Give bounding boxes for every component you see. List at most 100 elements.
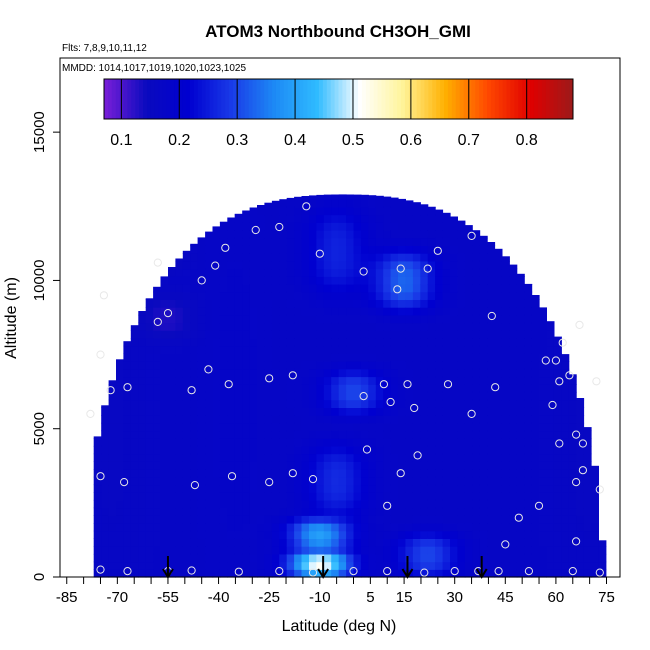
colorbar-cell xyxy=(455,79,461,119)
field-cell xyxy=(435,523,444,532)
field-cell xyxy=(219,492,228,501)
field-cell xyxy=(427,499,436,509)
field-cell xyxy=(264,230,273,239)
field-cell xyxy=(457,245,466,254)
field-cell xyxy=(168,376,176,385)
field-cell xyxy=(257,476,265,486)
field-cell xyxy=(242,322,251,331)
field-cell xyxy=(568,515,577,524)
field-cell xyxy=(464,492,473,501)
field-cell xyxy=(286,199,295,208)
field-cell xyxy=(205,260,214,270)
field-cell xyxy=(457,569,466,578)
field-cell xyxy=(175,523,184,532)
field-cell xyxy=(375,322,384,331)
field-cell xyxy=(509,291,518,300)
field-cell xyxy=(309,407,317,416)
field-cell xyxy=(524,345,533,354)
field-cell xyxy=(242,307,251,316)
field-cell xyxy=(516,507,525,516)
field-cell xyxy=(487,314,496,324)
sample-point xyxy=(555,377,564,386)
field-cell xyxy=(205,291,214,300)
field-cell xyxy=(435,438,444,447)
field-cell xyxy=(101,438,110,447)
field-cell xyxy=(412,492,421,501)
field-cell xyxy=(279,345,288,354)
field-cell xyxy=(412,361,421,370)
field-cell xyxy=(516,461,525,470)
field-cell xyxy=(472,422,481,432)
field-cell xyxy=(242,214,251,223)
field-cell xyxy=(524,553,533,563)
field-cell xyxy=(130,330,139,339)
field-cell xyxy=(398,214,406,223)
field-cell xyxy=(286,422,295,432)
field-cell xyxy=(138,469,147,478)
field-cell xyxy=(323,399,332,408)
field-cell xyxy=(479,330,488,339)
field-cell xyxy=(442,345,451,354)
field-cell xyxy=(383,368,392,378)
field-cell xyxy=(420,214,429,223)
sample-point xyxy=(275,567,284,576)
field-cell xyxy=(249,484,258,493)
field-cell xyxy=(205,353,214,362)
field-cell xyxy=(168,299,176,308)
field-cell xyxy=(383,376,392,385)
field-cell xyxy=(182,250,191,254)
field-cell xyxy=(405,523,414,532)
field-cell xyxy=(205,361,214,370)
field-cell xyxy=(509,361,518,370)
field-cell xyxy=(516,546,525,555)
field-cell xyxy=(450,430,458,439)
field-cell xyxy=(205,515,214,524)
field-cell xyxy=(405,284,414,293)
field-cell xyxy=(398,245,406,254)
field-cell xyxy=(531,307,540,316)
field-cell xyxy=(316,461,325,470)
field-cell xyxy=(205,391,214,401)
field-cell xyxy=(360,330,369,339)
field-cell xyxy=(568,453,577,462)
field-cell xyxy=(420,368,429,378)
field-cell xyxy=(101,492,110,501)
field-cell xyxy=(219,322,228,331)
field-cell xyxy=(264,276,273,285)
field-cell xyxy=(360,399,369,408)
colorbar-cell xyxy=(451,79,457,119)
field-cell xyxy=(442,212,451,216)
field-cell xyxy=(323,499,332,509)
field-cell xyxy=(383,330,392,339)
field-cell xyxy=(457,484,466,493)
field-cell xyxy=(375,222,384,231)
field-cell xyxy=(450,284,458,293)
field-cell xyxy=(271,407,280,416)
field-cell xyxy=(257,445,265,455)
field-cell xyxy=(234,345,243,354)
field-cell xyxy=(427,268,436,277)
field-cell xyxy=(346,338,355,347)
field-cell xyxy=(205,338,214,347)
field-cell xyxy=(427,307,436,316)
field-cell xyxy=(301,237,310,246)
field-cell xyxy=(153,438,162,447)
field-cell xyxy=(368,407,377,416)
field-cell xyxy=(264,515,273,524)
field-cell xyxy=(353,245,362,254)
field-cell xyxy=(227,476,236,486)
field-cell xyxy=(457,299,466,308)
field-cell xyxy=(420,222,429,231)
field-cell xyxy=(257,284,265,293)
field-cell xyxy=(219,253,228,262)
field-cell xyxy=(398,391,406,401)
field-cell xyxy=(576,407,585,416)
field-cell xyxy=(553,384,562,393)
field-cell xyxy=(472,268,481,277)
field-cell xyxy=(197,376,206,385)
field-cell xyxy=(168,353,176,362)
field-cell xyxy=(249,307,258,316)
field-cell xyxy=(175,546,184,555)
field-cell xyxy=(264,268,273,277)
field-cell xyxy=(420,237,429,246)
